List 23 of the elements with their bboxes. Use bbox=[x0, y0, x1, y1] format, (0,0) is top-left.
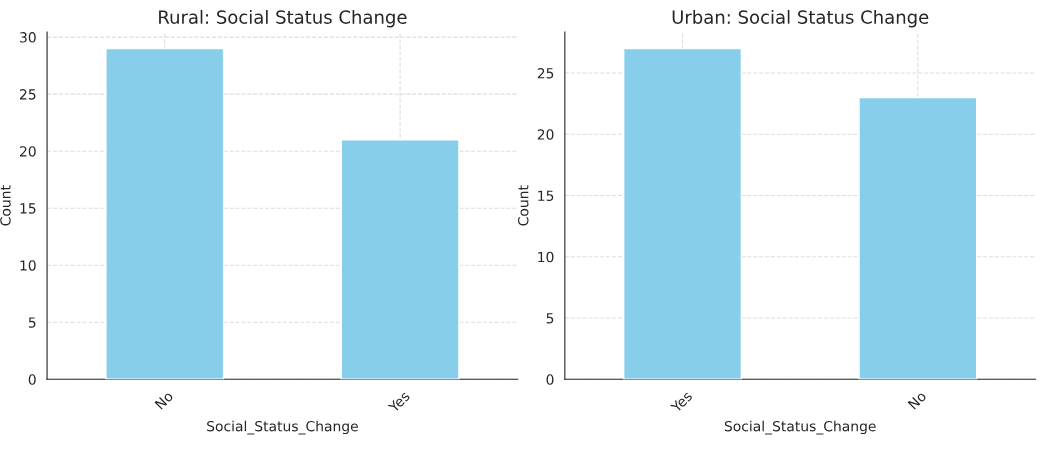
y-tick-label: 0 bbox=[28, 374, 36, 385]
x-tick-label: Yes bbox=[670, 390, 693, 414]
chart-title: Rural: Social Status Change bbox=[159, 9, 407, 28]
y-tick-label: 20 bbox=[20, 146, 36, 157]
y-axis-title: Count bbox=[518, 185, 529, 226]
y-tick-label: 10 bbox=[538, 251, 554, 263]
x-tick-label: Yes bbox=[387, 390, 411, 414]
y-tick-label: 15 bbox=[20, 203, 36, 214]
x-tick-label: No bbox=[907, 390, 927, 410]
x-axis-title: Social_Status_Change bbox=[207, 420, 358, 435]
y-tick-label: 5 bbox=[28, 317, 36, 328]
y-tick-label: 5 bbox=[546, 313, 554, 324]
y-axis-title: Count bbox=[0, 185, 11, 226]
y-tick-label: 10 bbox=[20, 260, 36, 271]
y-tick-label: 15 bbox=[538, 190, 554, 202]
y-tick-label: 25 bbox=[537, 68, 554, 79]
y-tick-label: 20 bbox=[537, 129, 554, 140]
chart-title: Urban: Social Status Change bbox=[672, 9, 929, 28]
x-axis-title: Social_Status_Change bbox=[724, 420, 876, 435]
x-tick-label: No bbox=[154, 390, 174, 410]
y-tick-label: 25 bbox=[20, 89, 36, 100]
y-tick-label: 30 bbox=[20, 32, 36, 43]
y-tick-label: 0 bbox=[546, 374, 554, 385]
